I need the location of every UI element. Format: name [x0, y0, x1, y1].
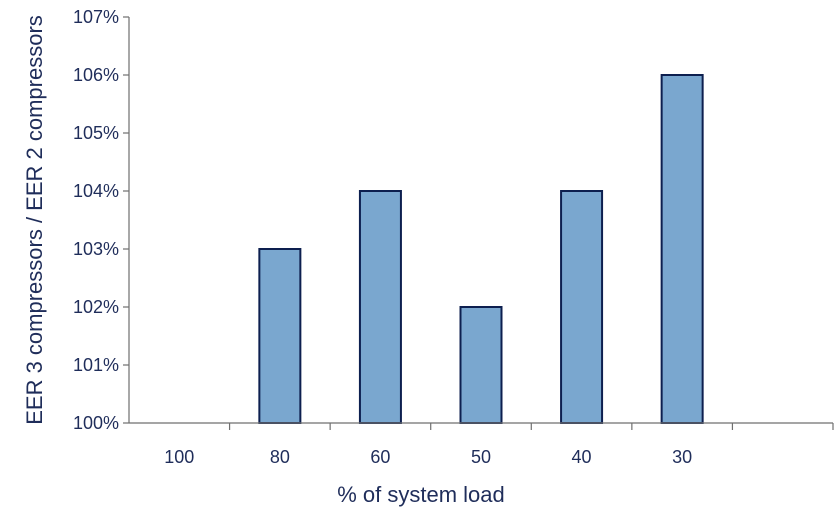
x-axis-title: % of system load [337, 482, 505, 507]
bar-80 [258, 248, 302, 424]
bars [258, 74, 704, 424]
y-tick-label: 107% [73, 7, 119, 27]
y-axis-ticks: 100% 101% 102% 103% 104% 105% 106% 107% [73, 7, 129, 433]
y-tick-label: 101% [73, 355, 119, 375]
bar-40 [560, 190, 604, 424]
bar-60 [358, 190, 402, 424]
x-tick-label: 40 [572, 447, 592, 467]
x-tick-label: 60 [370, 447, 390, 467]
x-axis-ticks: 100 80 60 50 40 30 [164, 423, 834, 467]
y-tick-label: 103% [73, 239, 119, 259]
y-axis-title: EER 3 compressors / EER 2 compressors [22, 15, 47, 425]
y-tick-label: 102% [73, 297, 119, 317]
x-tick-label: 80 [270, 447, 290, 467]
y-tick-label: 104% [73, 181, 119, 201]
x-tick-label: 50 [471, 447, 491, 467]
y-tick-label: 100% [73, 413, 119, 433]
y-tick-label: 106% [73, 65, 119, 85]
bar-50 [459, 306, 503, 424]
y-tick-label: 105% [73, 123, 119, 143]
x-tick-label: 100 [164, 447, 194, 467]
bar-30 [660, 74, 704, 424]
x-tick-label: 30 [672, 447, 692, 467]
